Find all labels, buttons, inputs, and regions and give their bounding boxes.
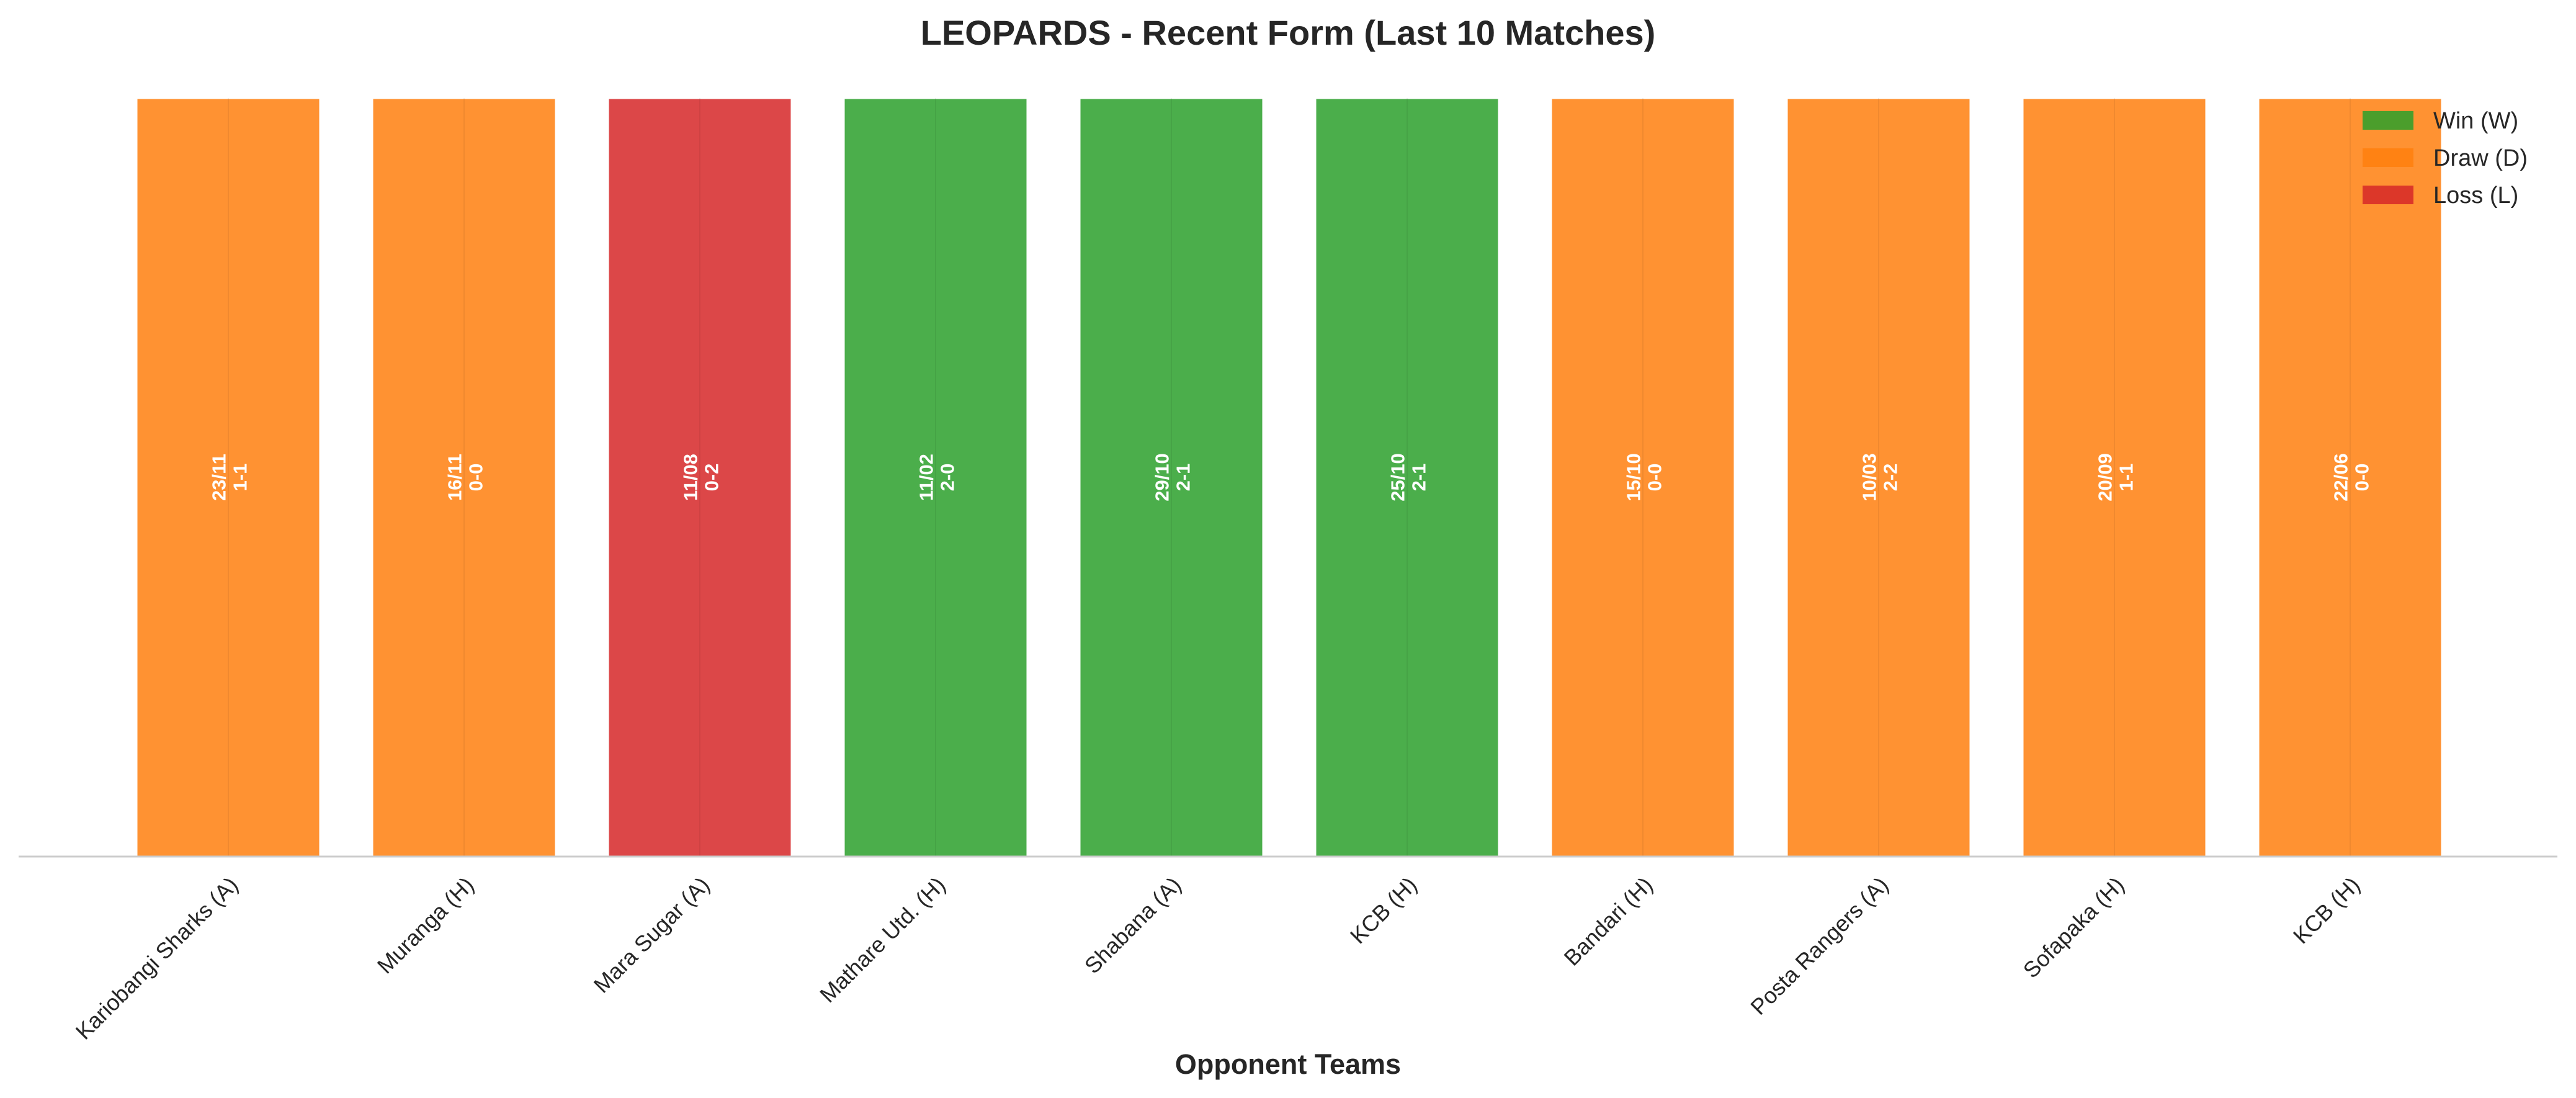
bar-label: 16/110-0 bbox=[444, 454, 486, 501]
legend-item: Draw (D) bbox=[2363, 145, 2528, 171]
bar-label-date: 22/06 bbox=[2330, 453, 2351, 502]
x-tick-label: Bandari (H) bbox=[1559, 872, 1658, 971]
bar-label: 23/111-1 bbox=[208, 454, 251, 501]
bar bbox=[843, 97, 1029, 858]
bar-label-date: 11/08 bbox=[679, 454, 701, 501]
bar-label-date: 16/11 bbox=[444, 454, 465, 501]
x-tick-label: Muranga (H) bbox=[372, 872, 479, 979]
bar-label-score: 2-0 bbox=[936, 464, 958, 492]
bar-label-date: 29/10 bbox=[1151, 453, 1173, 502]
bar-label-score: 1-1 bbox=[2115, 464, 2137, 492]
legend: Win (W) Draw (D) Loss (L) bbox=[2363, 108, 2528, 209]
bar bbox=[1078, 97, 1264, 858]
legend-label: Draw (D) bbox=[2433, 145, 2528, 171]
bar-label-date: 11/02 bbox=[915, 454, 937, 501]
bar-label-score: 0-0 bbox=[2351, 464, 2373, 492]
bar bbox=[1550, 97, 1736, 858]
bar-label-score: 2-2 bbox=[1879, 464, 1901, 492]
legend-swatch bbox=[2363, 148, 2413, 167]
x-tick-labels: Kariobangi Sharks (A) Muranga (H) Mara Sug… bbox=[71, 872, 2365, 1045]
bar-label: 22/060-0 bbox=[2330, 453, 2373, 502]
bars-layer: 23/111-1 16/110-0 11/080-2 11/022-0 29/102-1… bbox=[135, 97, 2443, 858]
bar-label: 29/102-1 bbox=[1151, 453, 1194, 502]
bar-label-date: 20/09 bbox=[2094, 453, 2116, 502]
bar-label: 25/102-1 bbox=[1387, 453, 1429, 502]
bar bbox=[135, 97, 321, 858]
x-tick-label: KCB (H) bbox=[2288, 872, 2365, 949]
bar-label-score: 2-1 bbox=[1172, 464, 1194, 492]
bar-label-date: 15/10 bbox=[1622, 453, 1644, 502]
bar bbox=[607, 97, 793, 858]
bar bbox=[371, 97, 557, 858]
bar-label: 20/091-1 bbox=[2094, 453, 2137, 502]
x-tick-label: Sofapaka (H) bbox=[2018, 872, 2129, 983]
legend-label: Win (W) bbox=[2433, 108, 2518, 134]
bar-label: 11/080-2 bbox=[679, 454, 722, 501]
bar-label-score: 0-0 bbox=[465, 464, 486, 492]
bar-label: 11/022-0 bbox=[915, 454, 958, 501]
legend-item: Loss (L) bbox=[2363, 182, 2518, 209]
bar-label-score: 0-2 bbox=[700, 464, 722, 492]
x-tick-label: Kariobangi Sharks (A) bbox=[71, 872, 243, 1045]
legend-label: Loss (L) bbox=[2433, 182, 2518, 209]
chart-title: LEOPARDS - Recent Form (Last 10 Matches) bbox=[921, 13, 1656, 52]
bar-label: 10/032-2 bbox=[1858, 453, 1901, 502]
bar-label-score: 2-1 bbox=[1408, 464, 1429, 492]
x-axis-label: Opponent Teams bbox=[1175, 1048, 1401, 1080]
x-tick-label: Mara Sugar (A) bbox=[589, 872, 715, 998]
bar-label-score: 1-1 bbox=[229, 464, 251, 492]
bar-label-date: 10/03 bbox=[1858, 453, 1880, 502]
legend-item: Win (W) bbox=[2363, 108, 2518, 134]
bar-label-score: 0-0 bbox=[1644, 464, 1665, 492]
x-tick-label: Shabana (A) bbox=[1080, 872, 1186, 979]
bar bbox=[2257, 97, 2443, 858]
bar bbox=[1314, 97, 1500, 858]
bar-label-date: 23/11 bbox=[208, 454, 230, 501]
x-tick-label: Mathare Utd. (H) bbox=[815, 872, 950, 1008]
legend-swatch bbox=[2363, 186, 2413, 204]
legend-swatch bbox=[2363, 111, 2413, 130]
bar-label-date: 25/10 bbox=[1387, 453, 1408, 502]
bar-label: 15/100-0 bbox=[1622, 453, 1665, 502]
x-tick-label: Posta Rangers (A) bbox=[1745, 872, 1893, 1020]
x-tick-label: KCB (H) bbox=[1345, 872, 1422, 949]
